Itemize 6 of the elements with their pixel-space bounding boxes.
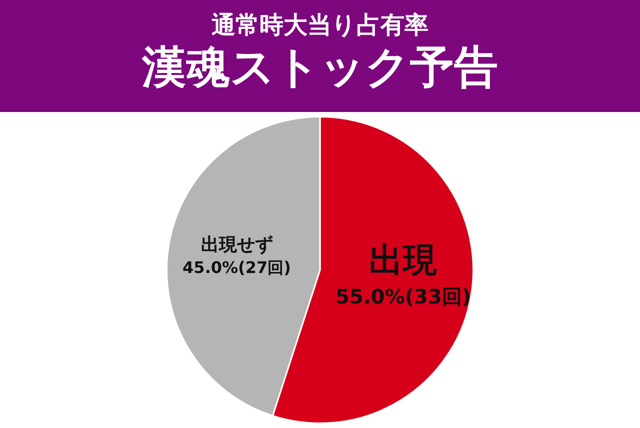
slice-label: 出現 (369, 240, 438, 281)
slice-label: 出現せず (200, 234, 273, 256)
data-label: 45.0%(27回) (182, 258, 291, 277)
chart-title: 通常時大当り占有率 (210, 10, 430, 40)
chart-subtitle: 漢魂ストック予告 (140, 41, 499, 95)
data-label: 55.0%(33回) (336, 284, 471, 308)
